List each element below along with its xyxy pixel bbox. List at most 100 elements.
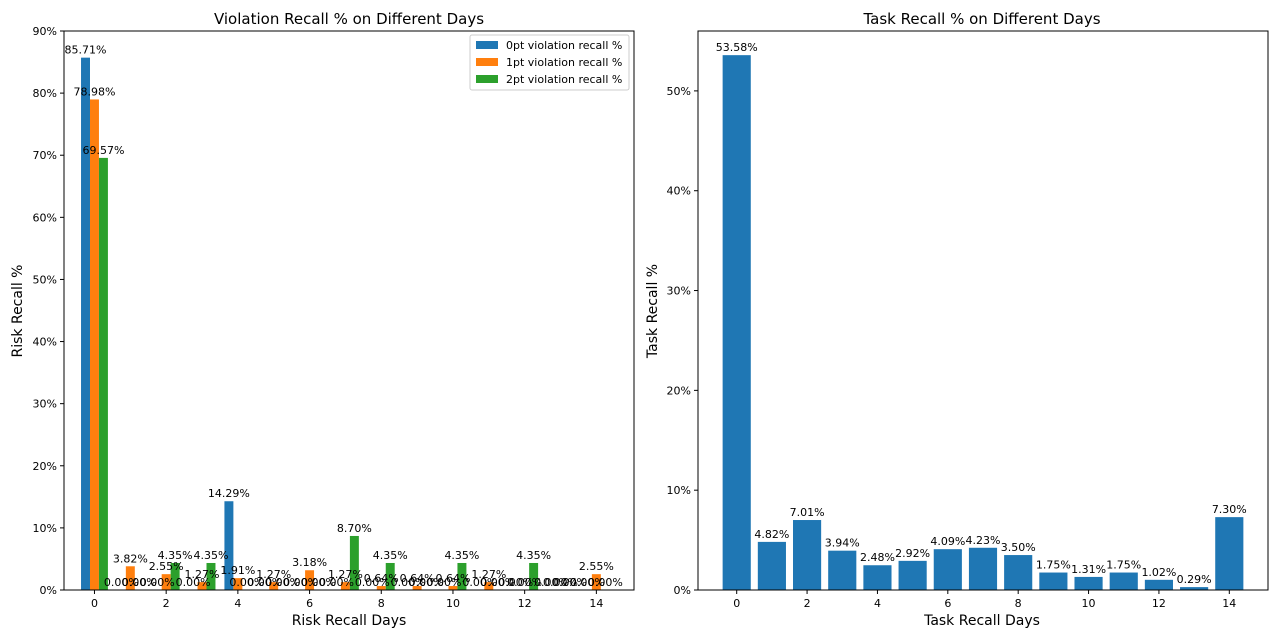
bar-value-label: 0.00% (534, 576, 569, 589)
legend-swatch (476, 41, 498, 49)
bar (305, 570, 315, 590)
x-tick-label: 4 (234, 597, 241, 610)
bar (269, 582, 279, 590)
y-tick-label: 50% (667, 85, 691, 98)
bar (793, 520, 822, 590)
bar-value-label: 3.50% (1001, 541, 1036, 554)
y-tick-label: 10% (667, 484, 691, 497)
bar (376, 586, 386, 590)
legend: 0pt violation recall % 1pt violation reca… (469, 34, 630, 91)
x-axis-label: Risk Recall Days (292, 613, 407, 629)
x-tick-label: 6 (306, 597, 313, 610)
bar-value-label: 0.00% (283, 576, 318, 589)
bar-value-label: 0.00% (462, 576, 497, 589)
bar-value-label: 85.71% (65, 44, 107, 57)
bar (412, 586, 422, 590)
chart-title: Task Recall % on Different Days (862, 10, 1100, 28)
bar-value-label: 3.82% (113, 552, 148, 565)
bar (529, 562, 539, 590)
bar (349, 535, 359, 590)
bar-value-label: 0.00% (552, 576, 587, 589)
bar-value-label: 0.29% (1177, 573, 1212, 586)
bar-value-label: 0.00% (265, 576, 300, 589)
bar-value-label: 0.00% (104, 576, 139, 589)
bar (448, 586, 458, 590)
bar (828, 550, 857, 590)
legend-swatch (476, 58, 498, 66)
bars (722, 55, 1244, 590)
bars (81, 57, 601, 590)
axis-ticks: 0 2 4 6 8 10 12 14 0% 10% 20% 30% 40% 50% 60% 70% 80% 90% (33, 25, 604, 610)
y-tick-label: 20% (667, 384, 691, 397)
bar-value-label: 0.00% (301, 576, 336, 589)
legend-label: 2pt violation recall % (506, 73, 622, 86)
bar-value-label: 0.00% (409, 576, 444, 589)
task-recall-chart: Task Recall % on Different Days Task Rec… (645, 10, 1269, 629)
bar-value-label: 0.64% (364, 572, 399, 585)
bar-value-label: 4.35% (516, 549, 551, 562)
legend-label: 1pt violation recall % (506, 56, 622, 69)
bar-value-label: 4.35% (444, 549, 479, 562)
x-axis-label: Task Recall Days (923, 613, 1040, 629)
y-tick-label: 30% (33, 398, 57, 411)
plot-frame (697, 30, 1269, 591)
bar-value-label: 7.30% (1212, 503, 1247, 516)
axis-ticks: 0 2 4 6 8 10 12 14 0% 10% 20% 30% 40% 50% (667, 85, 1237, 610)
x-tick-label: 2 (804, 597, 811, 610)
bar (224, 501, 234, 590)
bar-value-label: 3.18% (292, 556, 327, 569)
bar (1180, 587, 1209, 590)
x-tick-label: 0 (91, 597, 98, 610)
bar-value-label: 0.00% (355, 576, 390, 589)
bar-value-label: 0.00% (498, 576, 533, 589)
bar (385, 562, 395, 590)
bar-value-label: 0.00% (507, 576, 542, 589)
bar (591, 574, 601, 590)
legend-swatch (476, 75, 498, 83)
bar (898, 560, 927, 590)
bar-value-label: 1.75% (1036, 559, 1071, 572)
y-tick-label: 90% (33, 25, 57, 38)
bar-value-label: 0.00% (247, 576, 282, 589)
y-tick-label: 60% (33, 211, 57, 224)
bar (1039, 572, 1068, 590)
bar-value-label: 14.29% (208, 487, 250, 500)
y-tick-label: 50% (33, 273, 57, 286)
y-tick-label: 20% (33, 460, 57, 473)
bar-value-label: 0.00% (140, 576, 175, 589)
bar (1004, 555, 1033, 590)
bar-value-label: 0.00% (122, 576, 157, 589)
violation-recall-chart: Violation Recall % on Different Days Ris… (10, 10, 635, 629)
x-tick-label: 14 (589, 597, 603, 610)
legend-label: 0pt violation recall % (506, 39, 622, 52)
x-tick-label: 12 (1152, 597, 1166, 610)
x-tick-label: 0 (733, 597, 740, 610)
bar (81, 57, 90, 590)
bar-value-label: 1.02% (1141, 566, 1176, 579)
bar-value-label: 1.91% (220, 564, 255, 577)
bar-value-label: 7.01% (790, 506, 825, 519)
bar-labels: 53.58% 4.82%7.01% 3.94%2.48% 2.92%4.09% 4.23… (716, 41, 1247, 586)
bar (757, 541, 786, 590)
bar (1109, 572, 1138, 590)
bar (1074, 576, 1103, 590)
x-tick-label: 4 (874, 597, 881, 610)
y-tick-label: 70% (33, 149, 57, 162)
y-tick-label: 0% (674, 584, 691, 597)
bar-value-label: 0.00% (319, 576, 354, 589)
x-tick-label: 2 (163, 597, 170, 610)
x-tick-label: 10 (1082, 597, 1096, 610)
y-tick-label: 30% (667, 285, 691, 298)
chart-title: Violation Recall % on Different Days (214, 10, 484, 28)
legend-box (469, 34, 630, 91)
bar (457, 562, 467, 590)
bar (125, 566, 135, 590)
bar-value-label: 4.82% (754, 528, 789, 541)
bar (1215, 517, 1244, 590)
bar (968, 547, 998, 590)
bar-value-label: 1.27% (185, 568, 220, 581)
y-tick-label: 40% (33, 336, 57, 349)
x-tick-label: 10 (446, 597, 460, 610)
y-axis-label: Task Recall % (645, 264, 661, 359)
